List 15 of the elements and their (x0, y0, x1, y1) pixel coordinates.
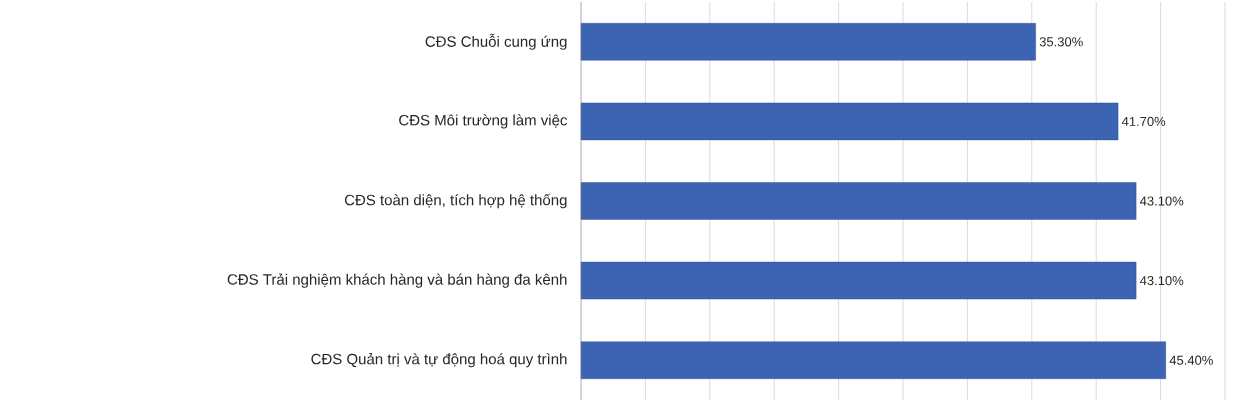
bar (580, 102, 1119, 141)
y-tick-label: CĐS Chuỗi cung ứng (425, 33, 567, 50)
data-label: 45.40% (1169, 355, 1213, 365)
data-label: 41.70% (1121, 116, 1166, 126)
data-label: 43.10% (1139, 275, 1184, 286)
y-tick-label: CĐS Môi trường làm việc (399, 114, 568, 129)
data-label: 35.30% (1039, 37, 1083, 47)
bar (580, 341, 1166, 379)
y-tick-label: CĐS Quản trị và tự động hoá quy trình (311, 353, 567, 368)
bar (580, 23, 1036, 61)
y-tick-label: CĐS toàn diện, tích hợp hệ thống (344, 193, 567, 209)
data-label: 43.10% (1139, 196, 1184, 206)
y-tick-label: CĐS Trải nghiệm khách hàng và bán hàng đa kênh (227, 273, 567, 288)
bar (580, 182, 1137, 220)
bar (580, 261, 1137, 300)
